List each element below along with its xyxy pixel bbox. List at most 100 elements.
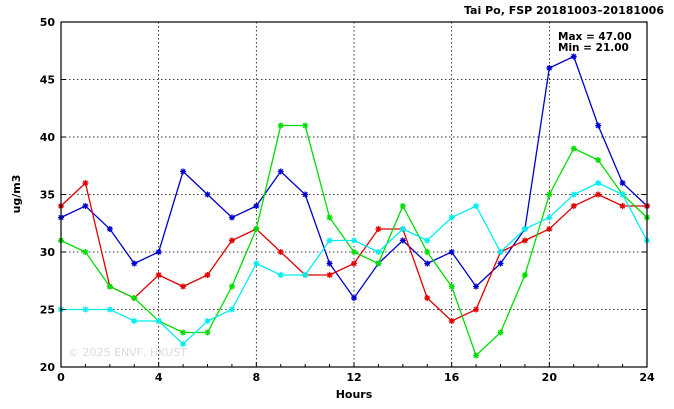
data-point xyxy=(448,318,455,324)
data-point xyxy=(473,203,480,209)
data-point xyxy=(497,329,504,336)
data-point xyxy=(82,306,89,313)
data-point xyxy=(228,306,235,313)
data-point xyxy=(106,306,113,313)
data-point xyxy=(473,352,480,359)
data-point xyxy=(351,249,357,255)
data-point xyxy=(82,249,89,255)
data-point xyxy=(253,203,260,209)
data-point xyxy=(424,260,431,267)
data-point xyxy=(546,226,553,232)
data-point xyxy=(326,260,333,267)
x-tick-label: 0 xyxy=(57,371,65,384)
data-point xyxy=(375,260,382,267)
min-label: Min = 21.00 xyxy=(558,42,629,54)
data-point xyxy=(82,203,89,209)
data-point xyxy=(595,157,602,163)
data-point xyxy=(521,272,528,278)
data-point xyxy=(570,145,577,152)
data-point xyxy=(399,203,406,209)
data-point xyxy=(521,226,528,232)
data-point xyxy=(204,191,211,198)
data-point xyxy=(277,249,284,255)
y-tick-label: 50 xyxy=(40,16,56,29)
y-tick-label: 20 xyxy=(40,361,56,374)
y-tick-label: 40 xyxy=(40,131,56,144)
data-point xyxy=(131,318,138,324)
data-point xyxy=(399,226,406,232)
data-point xyxy=(326,237,333,244)
data-point xyxy=(399,237,406,244)
series-4 xyxy=(58,180,650,347)
data-point xyxy=(155,272,162,278)
data-point xyxy=(424,295,431,301)
data-point xyxy=(180,329,187,336)
data-point xyxy=(595,191,602,198)
data-point xyxy=(424,237,431,244)
data-point xyxy=(131,295,138,301)
data-point xyxy=(228,237,235,244)
x-tick-label: 16 xyxy=(444,371,460,384)
data-point xyxy=(351,260,357,267)
data-point xyxy=(375,226,382,232)
x-tick-label: 8 xyxy=(253,371,261,384)
data-point xyxy=(448,283,455,290)
data-point xyxy=(204,272,211,278)
y-axis-label: ug/m3 xyxy=(10,175,23,214)
x-tick-label: 4 xyxy=(155,371,163,384)
data-point xyxy=(277,272,284,278)
x-tick-label: 24 xyxy=(639,371,655,384)
data-point xyxy=(619,191,626,198)
data-point xyxy=(228,214,235,221)
data-point xyxy=(180,283,187,290)
data-point xyxy=(546,214,553,221)
data-point xyxy=(155,249,162,255)
data-point xyxy=(473,283,480,290)
data-point xyxy=(595,122,602,129)
data-point xyxy=(497,249,504,255)
data-point xyxy=(326,214,333,221)
data-point xyxy=(595,180,602,186)
data-point xyxy=(106,226,113,232)
data-point xyxy=(570,191,577,198)
data-point xyxy=(375,249,382,255)
x-tick-label: 20 xyxy=(542,371,558,384)
data-point xyxy=(106,283,113,290)
y-tick-label: 25 xyxy=(40,304,55,317)
data-point xyxy=(619,180,626,186)
data-point xyxy=(424,249,431,255)
data-point xyxy=(277,168,284,175)
chart-title: Tai Po, FSP 20181003–20181006 xyxy=(464,4,664,17)
data-point xyxy=(326,272,333,278)
data-point xyxy=(448,214,455,221)
y-tick-label: 45 xyxy=(40,74,55,87)
data-point xyxy=(204,318,211,324)
watermark: © 2025 ENVF, HKUST xyxy=(68,346,187,359)
data-point xyxy=(228,283,235,290)
data-point xyxy=(180,341,187,347)
data-point xyxy=(448,249,455,255)
data-point xyxy=(204,329,211,336)
data-point xyxy=(473,306,480,313)
data-point xyxy=(546,191,553,198)
tick-layer: 0 4 8 12 16 20 24 20 25 30 35 40 45 50 xyxy=(40,16,655,384)
data-point xyxy=(253,226,260,232)
data-point xyxy=(497,260,504,267)
y-tick-label: 30 xyxy=(40,246,56,259)
x-axis-label: Hours xyxy=(336,388,373,401)
data-point xyxy=(351,237,357,244)
data-point xyxy=(302,272,309,278)
data-point xyxy=(619,203,626,209)
data-point xyxy=(302,122,309,129)
data-point xyxy=(253,260,260,267)
data-point xyxy=(131,260,138,267)
series-layer xyxy=(58,53,650,359)
data-point xyxy=(155,318,162,324)
y-tick-label: 35 xyxy=(40,189,55,202)
x-tick-label: 12 xyxy=(346,371,361,384)
data-point xyxy=(546,65,553,71)
data-point xyxy=(521,237,528,244)
data-point xyxy=(570,53,577,60)
